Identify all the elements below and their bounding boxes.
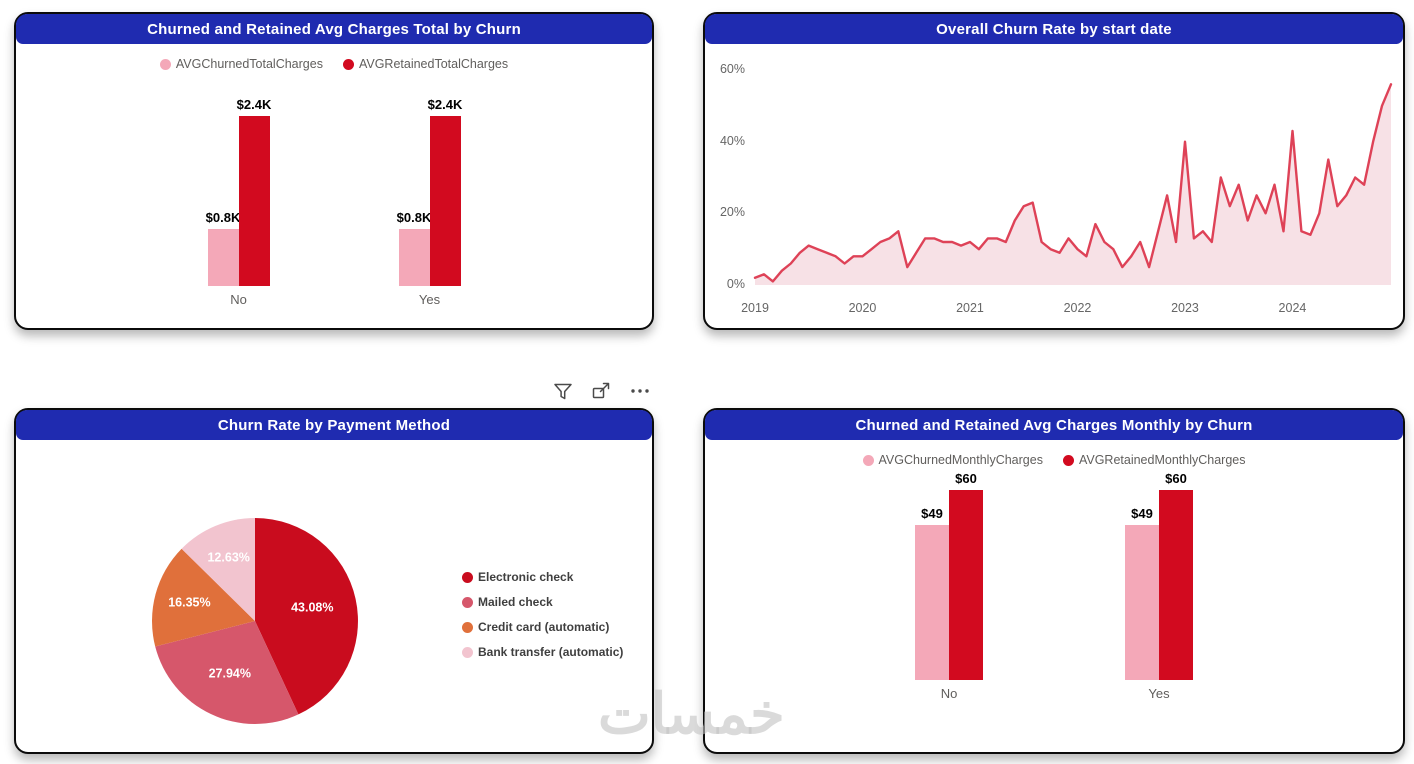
pie-slice-electronic-check[interactable] — [255, 518, 358, 715]
x-axis-tick-label: 2020 — [848, 301, 877, 315]
legend-item-avgchurnedmonthlycharges[interactable]: AVGChurnedMonthlyCharges — [862, 453, 1043, 467]
legend-label: Mailed check — [478, 595, 553, 609]
legend-item-mailed-check[interactable]: Mailed check — [462, 595, 553, 609]
bar-AVGRetainedTotalCharges-no[interactable]: $2.4K — [237, 97, 271, 286]
pie-slice-value: 43.08% — [291, 601, 333, 615]
card-avg-total-charges-by-churn: Churned and Retained Avg Charges Total b… — [14, 12, 654, 330]
chart-title: Churn Rate by Payment Method — [217, 416, 451, 434]
legend-item-bank-transfer-automatic-[interactable]: Bank transfer (automatic) — [462, 645, 623, 659]
clustered-bar-chart: $0.8K $2.4K No $0.8K $2.4K Yes — [16, 97, 652, 307]
pie-chart: 43.08% 27.94% 16.35% 12.63% — [145, 511, 365, 731]
bar-group-yes: $0.8K $2.4K Yes — [397, 97, 463, 307]
more-options-icon[interactable] — [628, 380, 652, 402]
legend-dot — [862, 454, 874, 466]
x-axis-tick-label: 2022 — [1063, 301, 1092, 315]
bar-value-label: $60 — [1165, 471, 1187, 486]
legend-dot — [342, 58, 354, 70]
clustered-bar-chart: $49 $60 No $49 $60 Yes — [705, 471, 1403, 701]
chart-title: Churned and Retained Avg Charges Monthly… — [855, 416, 1253, 434]
legend-label: AVGChurnedTotalCharges — [175, 57, 323, 71]
legend-dot — [1062, 454, 1074, 466]
chart-title-bar: Churned and Retained Avg Charges Monthly… — [705, 410, 1403, 440]
legend-label: Credit card (automatic) — [478, 620, 610, 634]
legend-item-avgretainedmonthlycharges[interactable]: AVGRetainedMonthlyCharges — [1062, 453, 1246, 467]
y-axis-tick-label: 20% — [719, 205, 745, 220]
pie-slice-value: 12.63% — [207, 551, 249, 565]
watermark: خمسات — [598, 682, 785, 745]
chart-legend: AVGChurnedTotalCharges AVGRetainedTotalCh… — [16, 57, 652, 71]
x-axis-tick-label: 2019 — [741, 301, 769, 315]
legend-dot — [159, 58, 171, 70]
pie-slice-value: 27.94% — [209, 666, 251, 680]
x-axis-category-label: No — [230, 292, 247, 307]
card-churn-rate-by-payment-method: Churn Rate by Payment Method 43.08% 27.94… — [14, 408, 654, 754]
chart-title-bar: Churn Rate by Payment Method — [16, 410, 652, 440]
bar-value-label: $0.8K — [396, 210, 432, 225]
bar-group-no: $49 $60 No — [915, 471, 983, 701]
x-axis-tick-label: 2021 — [956, 301, 984, 315]
bar-AVGChurnedMonthlyCharges-no[interactable]: $49 — [915, 506, 949, 680]
card-overall-churn-rate: Overall Churn Rate by start date 0% 20% 40… — [703, 12, 1405, 330]
filter-icon[interactable] — [552, 380, 574, 402]
pie-slice-mailed-check[interactable] — [155, 621, 299, 724]
bar-value-label: $60 — [955, 471, 977, 486]
x-axis-category-label: Yes — [418, 292, 441, 307]
legend-dot — [462, 596, 473, 608]
legend-item-electronic-check[interactable]: Electronic check — [462, 570, 573, 584]
bar-group-no: $0.8K $2.4K No — [206, 97, 272, 307]
bar-AVGChurnedMonthlyCharges-yes[interactable]: $49 — [1125, 506, 1159, 680]
churn-rate-area-fill — [755, 84, 1391, 285]
bar-AVGChurnedTotalCharges-yes[interactable]: $0.8K — [397, 210, 431, 286]
legend-dot — [462, 646, 473, 658]
pie-slice-value: 16.35% — [168, 596, 210, 610]
chart-title: Overall Churn Rate by start date — [936, 20, 1172, 38]
legend-label: AVGChurnedMonthlyCharges — [878, 453, 1043, 467]
chart-legend: AVGChurnedMonthlyCharges AVGRetainedMonth… — [705, 453, 1403, 467]
y-axis-tick-label: 60% — [719, 62, 745, 76]
pie-legend: Electronic check Mailed check Credit card … — [462, 570, 623, 659]
churn-rate-line[interactable] — [753, 83, 1393, 283]
area-chart[interactable]: 0% 20% 40% 60% 2019 2020 2021 2022 2023 2024 — [720, 58, 1395, 315]
x-axis-tick-label: 2024 — [1278, 301, 1307, 315]
pie-chart-body: 43.08% 27.94% 16.35% 12.63% Electronic chec… — [16, 440, 652, 754]
bar-value-label: $0.8K — [205, 210, 241, 225]
chart-title: Churned and Retained Avg Charges Total b… — [147, 20, 521, 38]
x-axis-category-label: Yes — [1148, 686, 1170, 701]
legend-dot — [462, 621, 473, 633]
legend-item-credit-card-automatic-[interactable]: Credit card (automatic) — [462, 620, 609, 634]
legend-label: Electronic check — [478, 570, 574, 584]
bar-AVGChurnedTotalCharges-no[interactable]: $0.8K — [206, 210, 240, 286]
focus-mode-icon[interactable] — [590, 380, 612, 402]
chart-title-bar: Overall Churn Rate by start date — [705, 14, 1403, 44]
card-avg-monthly-charges-by-churn: Churned and Retained Avg Charges Monthly… — [703, 408, 1405, 754]
legend-item-avgchurnedtotalcharges[interactable]: AVGChurnedTotalCharges — [159, 57, 323, 71]
legend-label: AVGRetainedMonthlyCharges — [1078, 453, 1246, 467]
bar-AVGRetainedMonthlyCharges-no[interactable]: $60 — [949, 471, 983, 680]
legend-label: Bank transfer (automatic) — [478, 645, 624, 659]
x-axis-category-label: No — [940, 686, 958, 701]
pie-slice-credit-card-automatic-[interactable] — [152, 548, 255, 647]
pie-slice-bank-transfer-automatic-[interactable] — [181, 518, 255, 621]
visual-toolbar — [552, 380, 652, 402]
bar-AVGRetainedMonthlyCharges-yes[interactable]: $60 — [1159, 471, 1193, 680]
bar-value-label: $2.4K — [236, 97, 272, 112]
bar-value-label: $49 — [1131, 506, 1153, 521]
bar-group-yes: $49 $60 Yes — [1125, 471, 1193, 701]
legend-dot — [462, 571, 473, 583]
chart-title-bar: Churned and Retained Avg Charges Total b… — [16, 14, 652, 44]
x-axis-tick-label: 2023 — [1171, 301, 1199, 315]
y-axis-tick-label: 0% — [726, 277, 745, 291]
y-axis-tick-label: 40% — [719, 133, 745, 148]
legend-label: AVGRetainedTotalCharges — [358, 57, 509, 71]
bar-value-label: $49 — [921, 506, 943, 521]
bar-AVGRetainedTotalCharges-yes[interactable]: $2.4K — [428, 97, 462, 286]
bar-value-label: $2.4K — [427, 97, 463, 112]
legend-item-avgretainedtotalcharges[interactable]: AVGRetainedTotalCharges — [342, 57, 509, 71]
